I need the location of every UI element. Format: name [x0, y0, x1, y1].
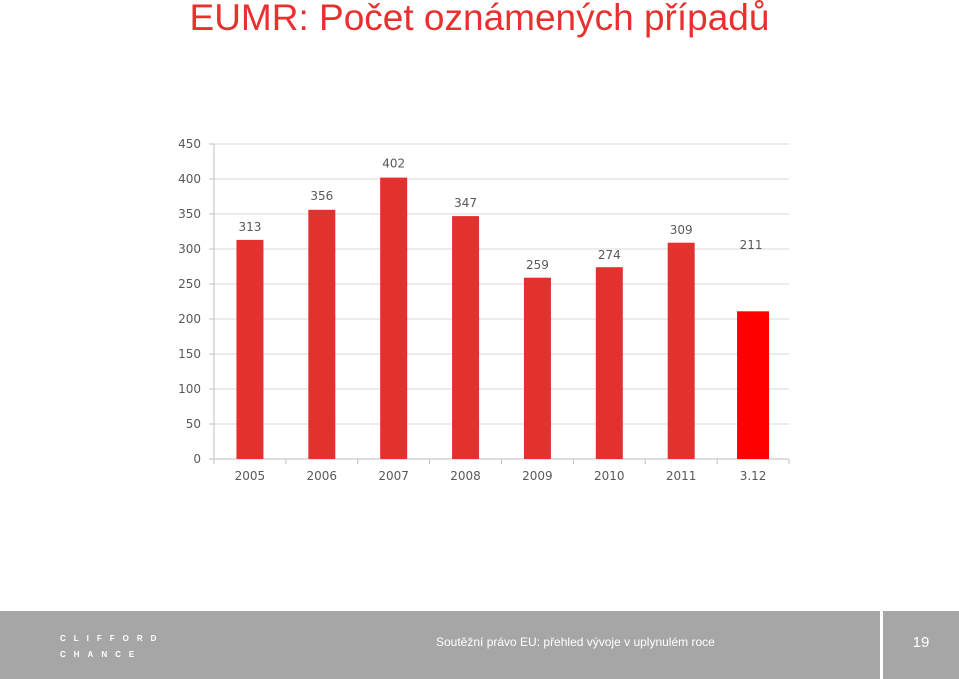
page-number: 19: [912, 634, 930, 651]
bar: [523, 277, 551, 459]
x-tick-label: 2011: [666, 469, 697, 483]
bar: [380, 177, 408, 459]
y-tick-label: 300: [178, 242, 201, 256]
x-tick-label: 2005: [235, 469, 266, 483]
bar-chart: 313 356 402 347 259 274 309 211 0 50 100 150 200 250…: [178, 137, 790, 483]
bars: [236, 177, 770, 459]
y-tick-label: 450: [178, 137, 201, 151]
x-tick-label: 2008: [450, 469, 481, 483]
x-tick-label: 2006: [307, 469, 338, 483]
bar: [236, 239, 264, 459]
y-tick-label: 50: [186, 417, 201, 431]
x-tick-label: 3.12: [740, 469, 767, 483]
y-tick-label: 0: [193, 452, 201, 466]
y-tick-label: 200: [178, 312, 201, 326]
bar: [308, 209, 336, 459]
logo-line-1: CLIFFORD: [60, 634, 165, 643]
x-tick-label: 2009: [522, 469, 553, 483]
bar: [667, 242, 695, 459]
data-label: 356: [310, 189, 333, 203]
x-axis-ticks: 2005 2006 2007 2008 2009 2010 2011 3.12: [235, 469, 767, 483]
data-label: 402: [382, 157, 405, 171]
logo-line-2: CHANCE: [60, 650, 143, 659]
data-labels: 313 356 402 347 259 274 309 211: [238, 157, 762, 272]
data-label: 313: [238, 220, 261, 234]
y-tick-label: 400: [178, 172, 201, 186]
x-tick-label: 2007: [378, 469, 409, 483]
y-tick-label: 350: [178, 207, 201, 221]
footer-bar: CLIFFORD CHANCE Soutěžní právo EU: přehl…: [0, 611, 959, 679]
footer-divider: [880, 611, 883, 679]
footer-caption: Soutěžní právo EU: přehled vývoje v uply…: [436, 635, 715, 649]
clifford-chance-logo: CLIFFORD CHANCE: [60, 631, 164, 663]
bar: [452, 216, 480, 459]
gridlines: [209, 143, 790, 464]
data-label: 211: [740, 238, 763, 252]
data-label: 259: [526, 258, 549, 272]
data-label: 347: [454, 196, 477, 210]
x-tick-label: 2010: [594, 469, 625, 483]
y-tick-label: 250: [178, 277, 201, 291]
slide-title: EUMR: Počet oznámených případů: [189, 0, 770, 38]
y-tick-label: 100: [178, 382, 201, 396]
bar: [595, 267, 623, 459]
data-label: 274: [598, 248, 621, 262]
y-tick-label: 150: [178, 347, 201, 361]
y-axis-ticks: 0 50 100 150 200 250 300 350 400 450: [178, 137, 201, 466]
data-label: 309: [670, 223, 693, 237]
bar: [737, 311, 770, 459]
